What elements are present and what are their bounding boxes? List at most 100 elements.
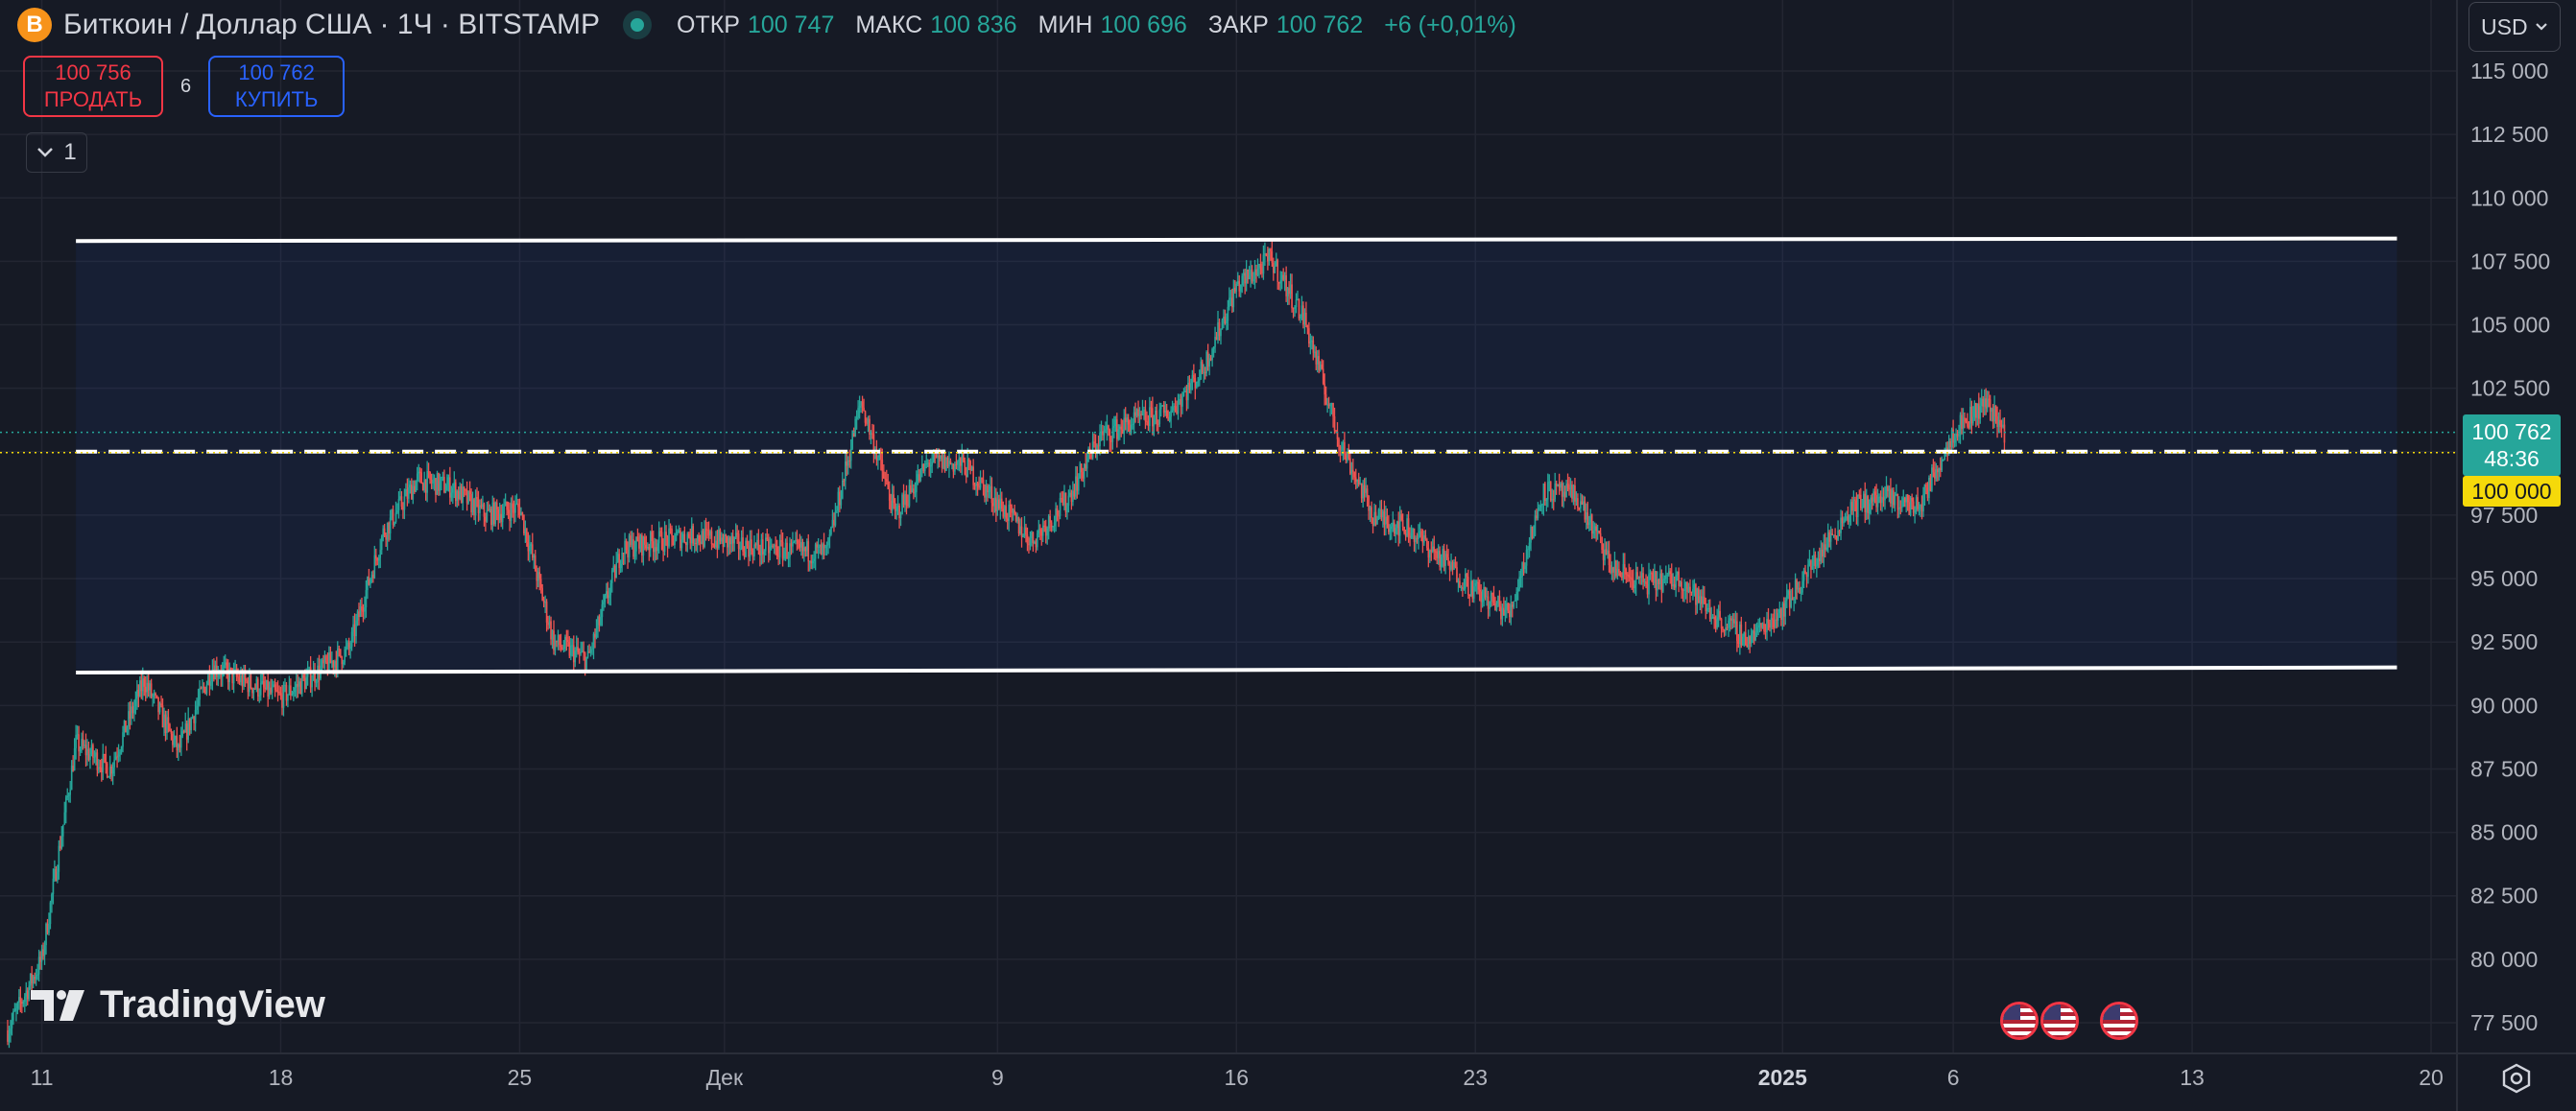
candle-body	[1758, 623, 1761, 626]
candle-body	[76, 734, 79, 736]
candle-body	[730, 535, 733, 545]
candle-body	[1545, 499, 1548, 501]
candle-body	[1247, 269, 1249, 280]
settings-icon[interactable]	[2499, 1061, 2534, 1096]
candle-body	[1626, 574, 1629, 576]
us-flag-icon[interactable]	[2100, 1002, 2138, 1040]
candle-body	[383, 528, 386, 535]
candle-body	[1198, 379, 1201, 382]
us-flag-icon[interactable]	[2000, 1002, 2039, 1040]
candle-body	[89, 754, 91, 761]
candle-body	[1209, 358, 1212, 361]
candle-body	[1646, 584, 1649, 595]
candle-body	[1710, 617, 1713, 620]
candle-body	[1236, 281, 1239, 284]
candle-body	[638, 541, 640, 549]
candle-body	[1965, 418, 1968, 422]
candle-body	[1046, 528, 1049, 536]
candle-body	[1701, 596, 1703, 604]
sell-button[interactable]: 100 756 ПРОДАТЬ	[23, 56, 163, 117]
candle-body	[656, 543, 658, 552]
candle-body	[361, 606, 363, 611]
candle-body	[583, 650, 584, 653]
candle-body	[965, 474, 967, 478]
candle-body	[685, 542, 687, 546]
candle-body	[1437, 551, 1440, 558]
candle-body	[1016, 516, 1018, 522]
candle-body	[1300, 316, 1301, 319]
candle-body	[551, 630, 554, 640]
candle-body	[817, 547, 820, 549]
candle-body	[683, 533, 686, 543]
symbol-title[interactable]: Биткоин / Доллар США · 1Ч · BITSTAMP	[63, 9, 601, 40]
candle-body	[542, 601, 545, 603]
candle-body	[377, 557, 380, 561]
candle-body	[55, 868, 58, 881]
candle-body	[1143, 409, 1145, 411]
candle-body	[975, 483, 977, 486]
collapse-indicators-button[interactable]: 1	[26, 132, 87, 173]
candle-body	[600, 617, 602, 626]
candle-body	[1466, 573, 1468, 578]
bitcoin-icon[interactable]: B	[17, 8, 52, 42]
candle-body	[1161, 405, 1164, 407]
candle-body	[855, 417, 858, 419]
candle-body	[1757, 625, 1759, 628]
candle-body	[1750, 633, 1753, 644]
candle-body	[534, 555, 537, 572]
candle-body	[987, 485, 989, 493]
candle-body	[1508, 610, 1511, 618]
candle-body	[553, 630, 555, 650]
candle-body	[1791, 598, 1794, 601]
candle-body	[1223, 317, 1225, 320]
candle-body	[420, 472, 423, 484]
candle-body	[1742, 636, 1744, 646]
candle-body	[961, 454, 964, 466]
candle-body	[721, 537, 723, 542]
candle-body	[1315, 351, 1318, 365]
candle-body	[575, 647, 578, 651]
candle-body	[1076, 476, 1079, 491]
candle-body	[1456, 567, 1458, 582]
candle-body	[291, 694, 294, 696]
currency-select[interactable]: USD	[2469, 2, 2561, 52]
candle-body	[1427, 547, 1430, 558]
candle-body	[1212, 346, 1215, 349]
candle-body	[1847, 516, 1849, 523]
candle-body	[1898, 507, 1900, 510]
candle-body	[1675, 575, 1677, 588]
buy-button[interactable]: 100 762 КУПИТЬ	[208, 56, 346, 117]
candle-body	[1064, 492, 1067, 513]
candle-body	[223, 665, 226, 669]
candle-body	[1111, 427, 1114, 442]
candle-body	[1158, 409, 1161, 424]
candle-body	[1283, 274, 1286, 280]
tradingview-logo[interactable]: TradingView	[31, 983, 325, 1027]
candle-body	[382, 528, 384, 537]
candle-body	[1373, 511, 1375, 527]
candle-body	[43, 945, 46, 957]
candle-body	[1986, 398, 1989, 409]
candle-body	[349, 647, 351, 650]
ohlc-low-label: МИН	[1038, 11, 1093, 38]
us-flag-icon[interactable]	[2040, 1002, 2079, 1040]
candle-body	[922, 463, 925, 472]
candle-body	[1541, 505, 1543, 507]
candle-body	[1794, 579, 1797, 599]
candle-body	[1875, 495, 1877, 508]
candle-body	[1968, 426, 1970, 428]
market-status-dot[interactable]	[631, 18, 645, 32]
candle-body	[896, 506, 899, 508]
candle-body	[783, 551, 785, 559]
candle-body	[560, 645, 562, 648]
candle-body	[1870, 497, 1872, 504]
candle-body	[270, 687, 272, 693]
candle-body	[556, 640, 558, 643]
candle-body	[1931, 467, 1933, 491]
x-tick-label: 20	[2419, 1065, 2444, 1090]
candle-body	[1690, 591, 1693, 593]
candle-body	[52, 878, 55, 895]
candle-body	[1380, 508, 1383, 518]
